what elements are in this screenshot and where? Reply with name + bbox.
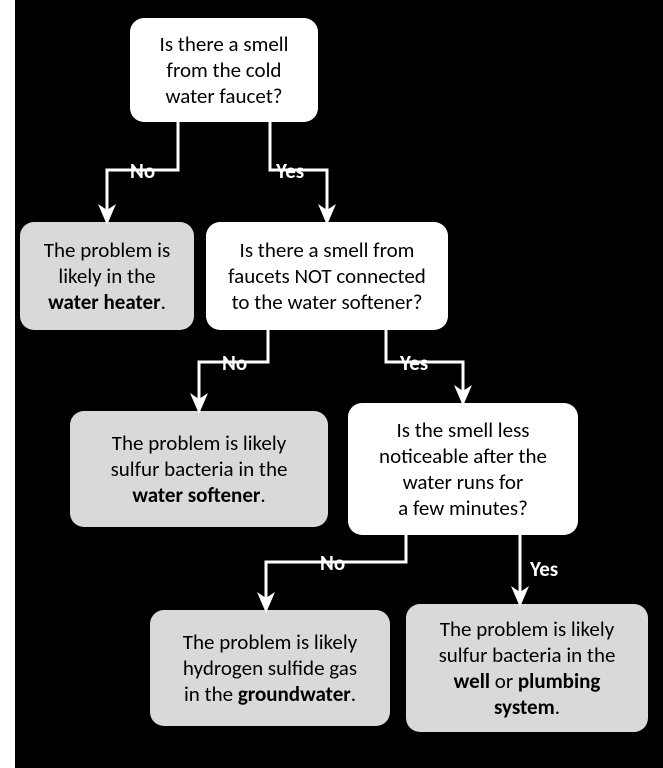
edge-label-e4: Yes	[400, 350, 428, 376]
edge-label-e3: No	[222, 350, 247, 376]
q1-cold-water-smell: Is there a smellfrom the coldwater fauce…	[130, 18, 318, 122]
a1-water-heater: The problem islikely in thewater heater.	[20, 222, 194, 330]
a2-water-softener: The problem is likelysulfur bacteria in …	[70, 411, 328, 527]
edge-label-e6: Yes	[530, 556, 558, 582]
q3-smell-less: Is the smell lessnoticeable after thewat…	[348, 403, 578, 535]
edge-label-e5: No	[320, 550, 345, 576]
edge-label-e2: Yes	[276, 158, 304, 184]
q2-softener-faucets: Is there a smell fromfaucets NOT connect…	[206, 222, 448, 330]
edge-label-e1: No	[130, 158, 155, 184]
a4-well-plumbing: The problem is likelysulfur bacteria in …	[406, 604, 648, 732]
a3-groundwater: The problem is likelyhydrogen sulfide ga…	[150, 610, 390, 726]
